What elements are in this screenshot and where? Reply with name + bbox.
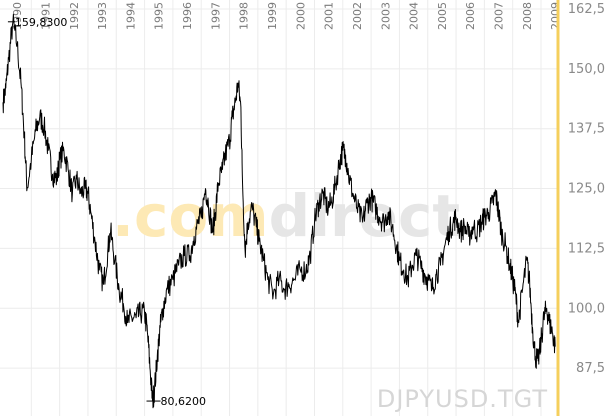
x-tick-label-2004: 2004 [408,2,421,30]
x-tick-label-1995: 1995 [153,2,166,30]
y-tick-label-4: 137,5 [568,122,605,137]
x-tick-label-2001: 2001 [323,2,336,30]
x-tick-label-2007: 2007 [493,2,506,30]
x-tick-label-1996: 1996 [181,2,194,30]
max-label: 159,8300 [15,16,68,29]
svg-text:.comdirect: .comdirect [112,182,460,250]
y-tick-label-5: 150,0 [568,62,605,77]
extreme-annotations: 159,8300 80,6200 [7,16,207,408]
x-tick-label-1994: 1994 [124,2,137,30]
watermark-comdirect: .comdirect [112,182,460,250]
y-tick-label-0: 87,5 [576,361,605,376]
symbol-label: DJPYUSD.TGT [377,385,548,413]
x-tick-label-1998: 1998 [238,2,251,30]
x-tick-label-1993: 1993 [96,2,109,30]
x-tick-label-1992: 1992 [68,2,81,30]
x-tick-label-2003: 2003 [379,2,392,30]
y-axis-ticks: 87,5 100,0 112,5 125,0 137,5 150,0 162,5 [568,2,605,376]
x-tick-label-2008: 2008 [521,2,534,30]
x-tick-label-2002: 2002 [351,2,364,30]
x-axis-ticks: 1990 1991 1992 1993 1994 1995 1996 1997 1998 1999… [11,2,562,30]
y-tick-label-3: 125,0 [568,182,605,197]
y-tick-label-6: 162,5 [568,2,605,17]
series-layer [2,13,556,409]
y-tick-label-2: 112,5 [568,241,605,256]
x-tick-label-2006: 2006 [464,2,477,30]
x-tick-label-1999: 1999 [266,2,279,30]
x-tick-label-2000: 2000 [294,2,307,30]
min-label: 80,6200 [161,395,207,408]
x-tick-label-2005: 2005 [436,2,449,30]
x-tick-label-1991: 1991 [39,2,52,30]
chart-grid [0,0,558,416]
y-tick-label-1: 100,0 [568,301,605,316]
x-tick-label-1997: 1997 [209,2,222,30]
series-line-0 [2,13,556,409]
x-tick-label-2009: 2009 [549,2,562,30]
